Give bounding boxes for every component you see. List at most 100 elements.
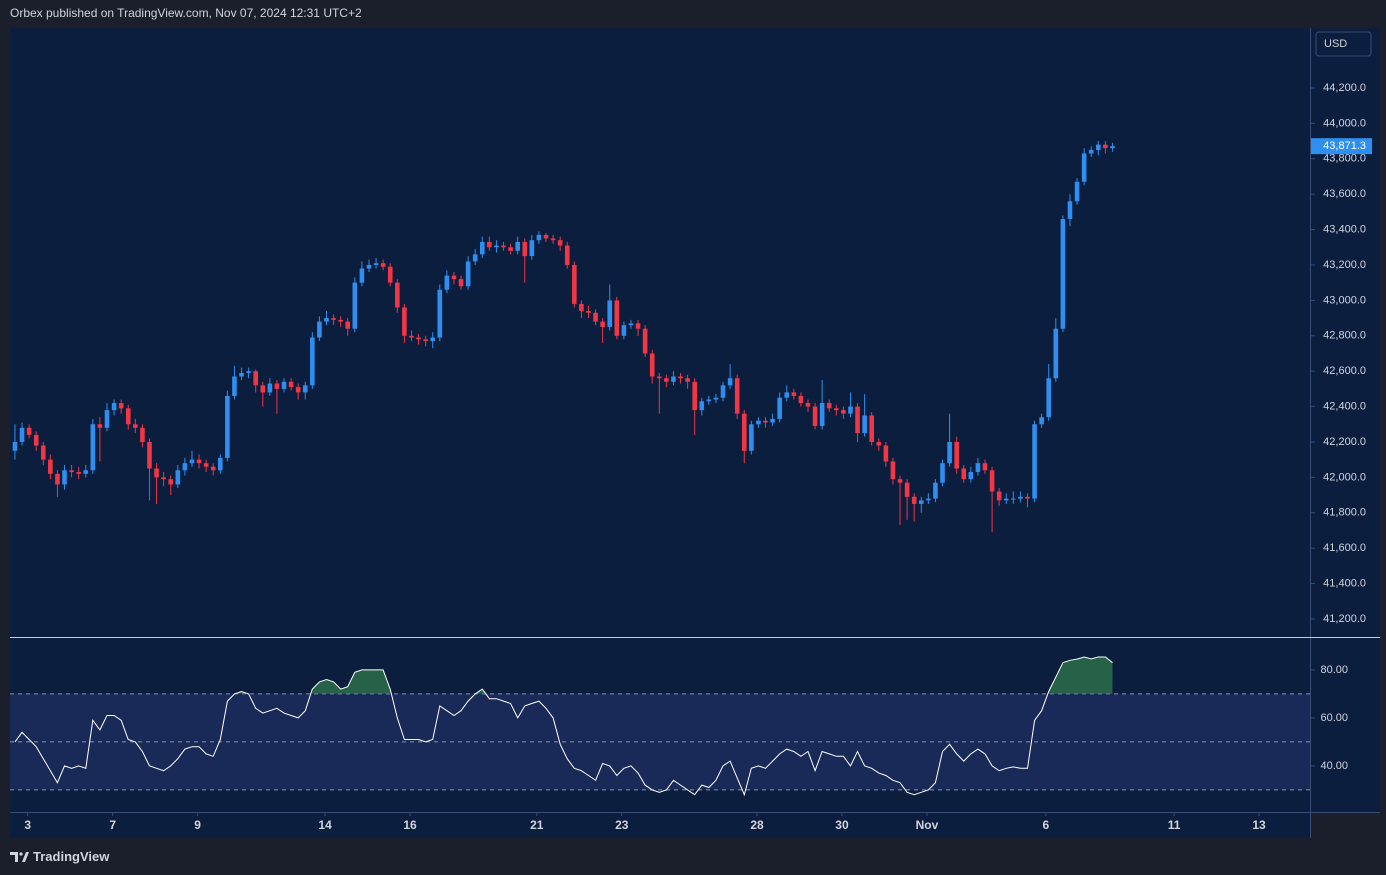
candle-body: [409, 335, 414, 338]
price-axis: [1311, 28, 1380, 812]
candle-body: [734, 378, 740, 414]
x-tick-label: 14: [318, 818, 332, 832]
candle-body: [302, 385, 308, 393]
candle-body: [685, 378, 690, 382]
candle-body: [48, 459, 53, 474]
x-tick-label: 23: [615, 818, 629, 832]
candle-body: [125, 408, 131, 425]
x-tick-label: 3: [24, 818, 31, 832]
candle-body: [260, 385, 266, 393]
candle-body: [834, 408, 839, 411]
candle-body: [154, 468, 159, 478]
candle-body: [12, 441, 18, 451]
candle-body: [69, 470, 74, 473]
candle-body: [324, 318, 329, 322]
y-tick-label: 42,600.0: [1323, 365, 1366, 377]
candle-body: [62, 470, 67, 485]
candle-body: [968, 472, 974, 480]
candle-body: [1039, 417, 1044, 425]
candle-body: [671, 376, 676, 382]
candle-body: [1060, 218, 1066, 329]
y-tick-label: 42,000.0: [1323, 471, 1366, 483]
candle-body: [798, 395, 804, 404]
candle-body: [961, 468, 967, 480]
y-tick-label: 43,600.0: [1323, 188, 1366, 200]
x-tick-label: Nov: [916, 818, 939, 832]
candle-body: [380, 263, 386, 267]
candle-body: [812, 406, 818, 427]
x-tick-label: 13: [1252, 818, 1266, 832]
candle-body: [458, 279, 464, 287]
candle-body: [621, 325, 627, 336]
y-tick-label: 41,600.0: [1323, 542, 1366, 554]
candle-body: [593, 312, 598, 322]
candle-body: [1067, 201, 1073, 219]
candle-body: [479, 241, 485, 255]
y-tick-label: 60.00: [1320, 712, 1348, 724]
candle-body: [550, 238, 556, 241]
candle-body: [897, 479, 903, 483]
candle-body: [649, 353, 655, 377]
candle-body: [373, 263, 379, 265]
y-tick-label: 42,200.0: [1323, 436, 1366, 448]
candle-body: [416, 337, 421, 340]
candle-body: [841, 410, 846, 414]
candle-body: [954, 441, 959, 469]
candle-body: [331, 318, 336, 320]
currency-button[interactable]: [1315, 31, 1372, 57]
candle-body: [642, 328, 648, 354]
candle-body: [267, 383, 273, 393]
candle-body: [90, 424, 96, 471]
x-tick-label: 11: [1168, 818, 1181, 832]
candle-body: [1025, 496, 1030, 499]
candle-body: [777, 397, 782, 419]
candle-body: [359, 268, 365, 283]
candle-body: [26, 427, 32, 435]
candle-body: [1046, 378, 1052, 418]
candle-body: [1095, 144, 1101, 150]
candle-body: [239, 372, 244, 377]
x-tick-label: 16: [403, 818, 417, 832]
candle-body: [217, 457, 223, 471]
y-tick-label: 43,000.0: [1323, 294, 1366, 306]
candle-body: [246, 371, 251, 373]
candle-body: [756, 420, 761, 425]
candle-body: [791, 392, 797, 396]
candle-body: [487, 241, 492, 248]
candle-body: [848, 406, 853, 414]
candle-body: [97, 424, 103, 428]
candle-body: [933, 482, 938, 499]
candle-body: [543, 234, 549, 239]
candle-body: [614, 300, 620, 336]
candle-body: [522, 241, 528, 257]
candle-body: [989, 470, 995, 492]
candle-body: [699, 401, 705, 411]
currency-label[interactable]: USD: [1324, 38, 1347, 50]
y-tick-label: 43,400.0: [1323, 223, 1366, 235]
candle-body: [770, 418, 775, 423]
candle-body: [607, 300, 613, 327]
y-tick-label: 43,800.0: [1323, 153, 1366, 165]
y-tick-label: 40.00: [1320, 760, 1348, 772]
candle-body: [345, 321, 351, 329]
candle-body: [741, 413, 747, 451]
candle-body: [727, 378, 733, 386]
candle-body: [862, 415, 867, 434]
candle-body: [529, 240, 535, 257]
brand: TradingView: [33, 849, 110, 864]
candle-body: [430, 337, 436, 342]
candle-body: [133, 424, 138, 428]
candle-body: [288, 381, 294, 388]
y-tick-label: 44,200.0: [1323, 82, 1366, 94]
candle-body: [501, 245, 506, 248]
candle-body: [40, 445, 46, 460]
candle-body: [147, 441, 152, 469]
candle-body: [557, 240, 563, 246]
candle-body: [423, 339, 428, 342]
candle-body: [118, 403, 124, 409]
candle-body: [572, 264, 577, 304]
y-tick-label: 42,800.0: [1323, 330, 1366, 342]
candle-body: [904, 482, 910, 497]
candle-body: [890, 461, 896, 480]
